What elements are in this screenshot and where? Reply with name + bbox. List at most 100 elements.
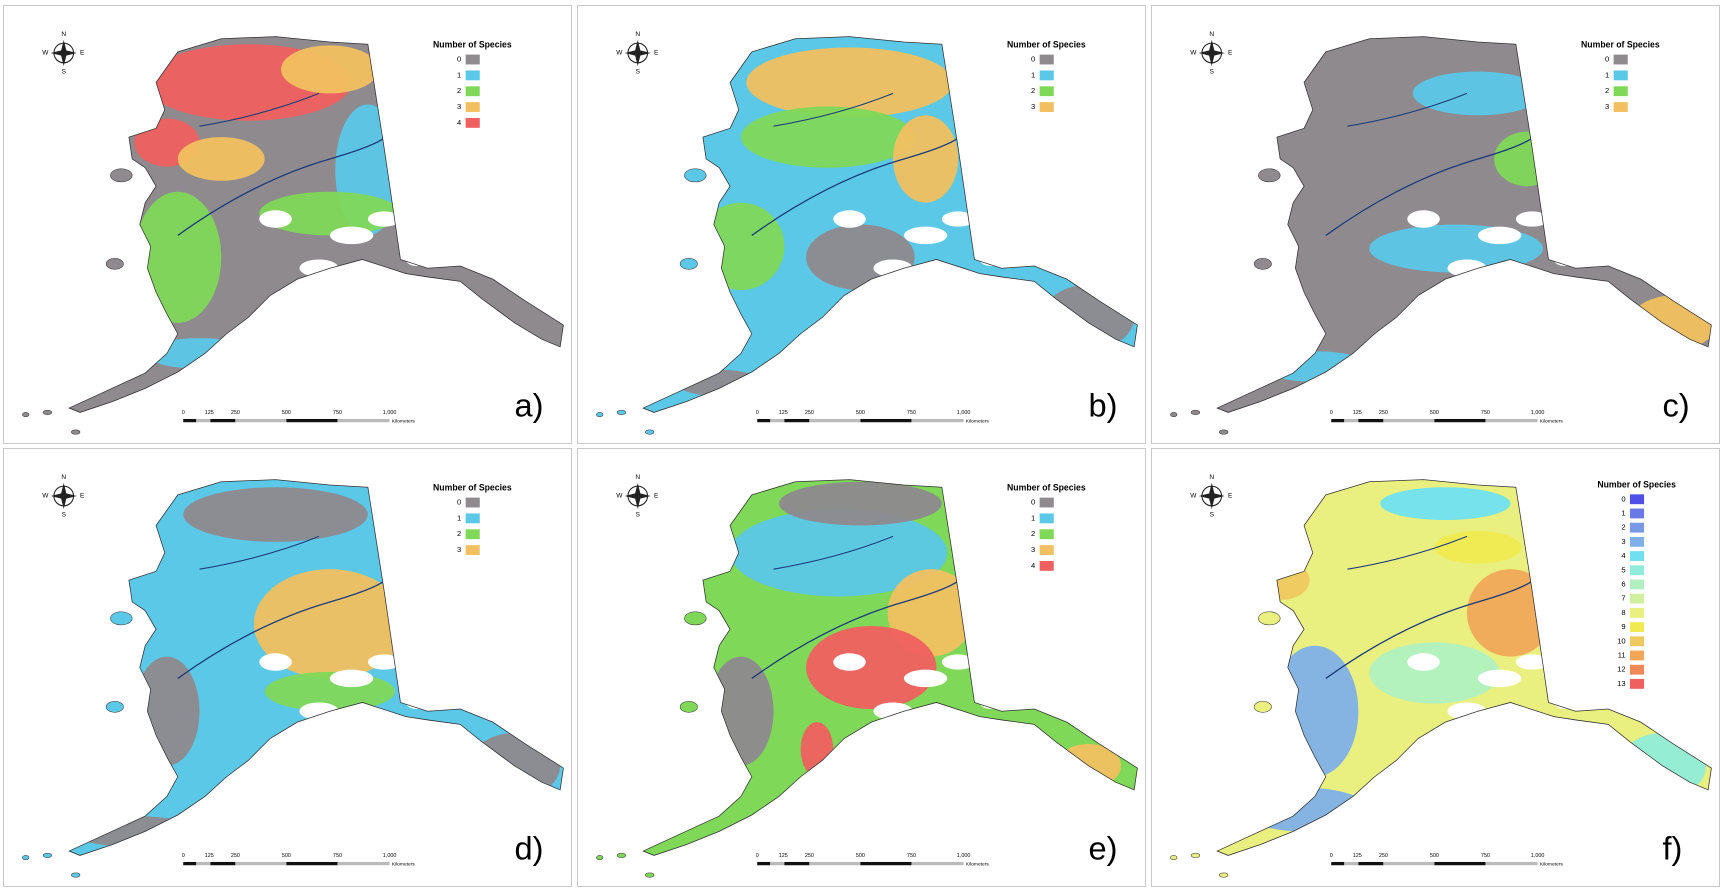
snow	[1447, 702, 1486, 719]
legend-label: 3	[457, 545, 461, 554]
legend-swatch	[1614, 102, 1628, 112]
region	[1255, 560, 1309, 599]
legend-swatch	[1614, 70, 1628, 80]
snow	[873, 259, 912, 276]
scale-segment	[210, 419, 235, 422]
legend-label: 5	[1621, 565, 1625, 574]
snow	[299, 702, 338, 719]
scale-segment	[1434, 419, 1485, 422]
panel-label: d)	[515, 830, 544, 867]
scale-segment	[1344, 862, 1358, 865]
region	[1494, 132, 1559, 187]
region	[281, 45, 379, 93]
legend-label: 0	[1605, 55, 1609, 64]
snow	[330, 227, 373, 244]
legend-title: Number of Species	[1007, 40, 1086, 50]
island	[596, 855, 603, 859]
compass-label: E	[80, 50, 85, 57]
scale-unit: Kilometers	[392, 861, 416, 867]
scale-label: 1,000	[957, 853, 971, 859]
legend-label: 0	[457, 498, 461, 507]
compass-label: E	[1228, 493, 1233, 500]
compass-label: W	[616, 493, 623, 500]
scale-segment	[210, 862, 235, 865]
legend-label: 1	[1031, 513, 1035, 522]
compass-star	[1199, 483, 1225, 509]
region	[1467, 569, 1554, 656]
scale-segment	[1358, 419, 1383, 422]
scale-label: 125	[1353, 853, 1362, 859]
scale-label: 125	[779, 853, 788, 859]
legend-swatch	[1630, 580, 1644, 590]
island	[680, 258, 697, 269]
compass-label: W	[1190, 50, 1197, 57]
region	[779, 482, 942, 526]
island	[684, 612, 706, 625]
legend-label: 7	[1621, 594, 1625, 603]
scale-segment	[860, 419, 911, 422]
scale-label: 125	[205, 853, 214, 859]
scale-label: 0	[182, 853, 185, 859]
region	[1043, 285, 1134, 351]
legend-swatch	[466, 545, 480, 555]
legend-swatch	[1614, 55, 1628, 65]
island	[1254, 701, 1271, 712]
legend-swatch	[1040, 561, 1054, 571]
compass-label: S	[62, 68, 67, 75]
legend-swatch	[1630, 565, 1644, 575]
scale-label: 1,000	[1531, 410, 1545, 416]
island	[106, 258, 123, 269]
legend-label: 4	[457, 118, 462, 127]
compass-star	[625, 483, 651, 509]
legend-swatch	[1040, 513, 1054, 523]
legend-label: 1	[457, 70, 461, 79]
scale-label: 750	[1481, 410, 1490, 416]
region	[741, 107, 915, 168]
region	[801, 722, 834, 777]
legend-swatch	[466, 529, 480, 539]
island	[1191, 853, 1200, 857]
scale-segment	[1383, 862, 1434, 865]
legend-label: 2	[1031, 86, 1035, 95]
legend-label: 4	[1031, 561, 1036, 570]
island	[22, 412, 29, 416]
scale-unit: Kilometers	[1540, 861, 1564, 867]
scale-label: 1,000	[383, 410, 397, 416]
scale-label: 750	[333, 853, 342, 859]
island	[1258, 169, 1280, 182]
legend-label: 3	[1031, 545, 1035, 554]
island	[1258, 612, 1280, 625]
island	[71, 430, 80, 434]
compass-label: E	[654, 493, 659, 500]
scale-segment	[235, 419, 286, 422]
scale-unit: Kilometers	[1540, 418, 1564, 424]
region	[1239, 788, 1369, 832]
compass-star	[625, 40, 651, 66]
scale-segment	[770, 419, 784, 422]
snow	[1407, 653, 1440, 670]
scale-segment	[337, 862, 389, 865]
region	[1380, 487, 1510, 520]
snow	[259, 210, 292, 227]
scale-label: 1,000	[383, 853, 397, 859]
snow	[259, 653, 292, 670]
legend-label: 2	[1031, 529, 1035, 538]
legend-swatch	[1630, 509, 1644, 519]
legend-swatch	[1630, 594, 1644, 604]
scale-segment	[1344, 419, 1358, 422]
scale-segment	[784, 419, 809, 422]
map: NSEWNumber of Species012301252505007501,…	[1152, 6, 1719, 443]
region	[708, 657, 773, 766]
legend-label: 9	[1621, 622, 1625, 631]
legend-label: 3	[457, 102, 461, 111]
scale-segment	[196, 419, 210, 422]
legend-swatch	[1630, 537, 1644, 547]
legend-swatch	[1630, 651, 1644, 661]
scale-label: 250	[805, 853, 814, 859]
compass-star	[1199, 40, 1225, 66]
legend-title: Number of Species	[1007, 483, 1086, 493]
island	[1219, 430, 1228, 434]
